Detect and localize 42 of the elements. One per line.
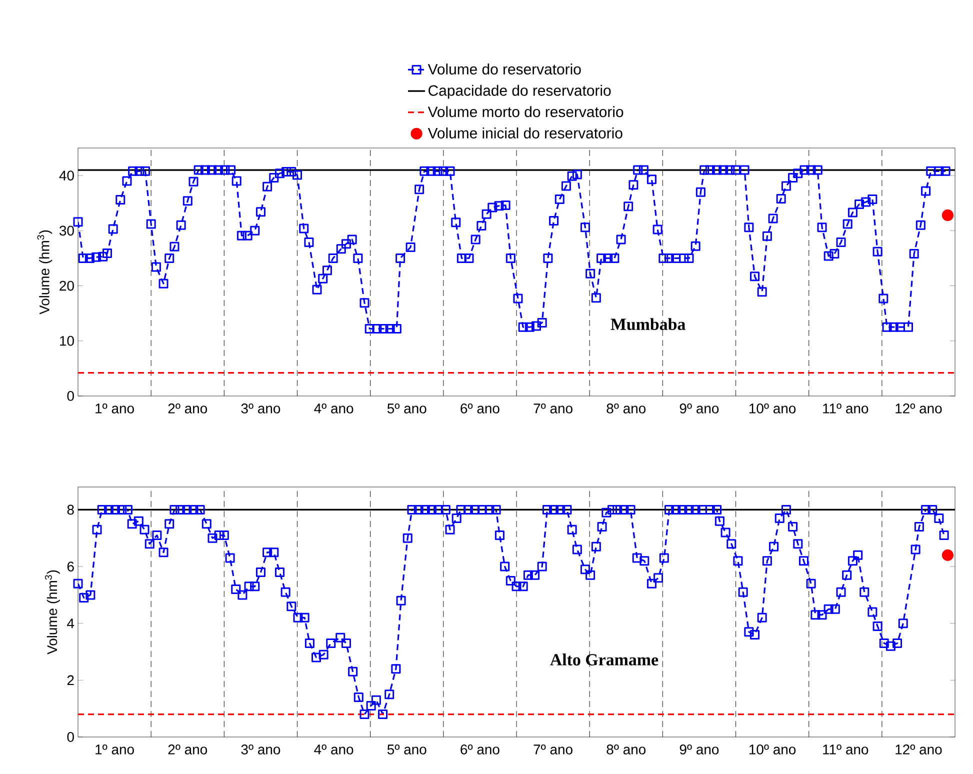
x-tick-label: 7º ano: [534, 404, 572, 414]
x-tick-label: 12º ano: [896, 404, 942, 414]
x-tick-label: 12º ano: [896, 744, 942, 754]
legend-label: Capacidade do reservatorio: [428, 84, 611, 99]
y-axis-title: Volume (hm$^{3}$): [44, 570, 60, 654]
x-tick-label: 7º ano: [534, 744, 572, 754]
y-tick-label: 30: [60, 226, 74, 236]
x-tick-label: 8º ano: [606, 404, 646, 414]
y-tick-label: 40: [59, 170, 74, 180]
y-tick-label: 6: [67, 562, 74, 572]
y-tick-label: 10: [60, 336, 74, 346]
x-tick-label: 2º ano: [168, 744, 208, 754]
x-tick-label: 10º ano: [749, 404, 796, 414]
x-tick-label: 9º ano: [680, 404, 719, 414]
x-tick-label: 6º ano: [460, 744, 500, 754]
legend-label: Volume inicial do reservatorio: [428, 127, 622, 138]
y-tick-label: 0: [67, 391, 74, 401]
x-tick-label: 6º ano: [460, 404, 500, 414]
x-tick-label: 3º ano: [241, 744, 280, 754]
x-tick-label: 1º ano: [96, 744, 134, 754]
legend-label: Volume morto do reservatorio: [428, 106, 624, 118]
x-tick-label: 1º ano: [96, 404, 134, 414]
y-tick-label: 8: [67, 504, 74, 515]
x-tick-label: 10º ano: [749, 744, 796, 754]
x-tick-label: 4º ano: [314, 404, 354, 414]
x-tick-label: 8º ano: [606, 744, 646, 754]
x-tick-label: 2º ano: [168, 404, 208, 414]
annotation: Alto Gramame: [550, 654, 658, 666]
x-tick-label: 4º ano: [314, 744, 354, 754]
y-tick-label: 20: [60, 280, 74, 291]
x-tick-label: 9º ano: [680, 744, 719, 754]
annotation: Mumbaba: [610, 318, 686, 330]
x-tick-label: 11º ano: [823, 744, 868, 754]
legend-label: Volume do reservatorio: [428, 64, 581, 75]
x-tick-label: 5º ano: [387, 404, 426, 414]
x-tick-label: 11º ano: [823, 404, 868, 414]
y-tick-label: 4: [67, 618, 74, 628]
x-tick-label: 5º ano: [387, 744, 426, 754]
y-tick-label: 0: [67, 732, 74, 742]
x-tick-label: 3º ano: [241, 404, 280, 414]
y-axis-title: Volume (hm$^{3}$): [37, 230, 52, 314]
y-tick-label: 2: [67, 675, 74, 686]
